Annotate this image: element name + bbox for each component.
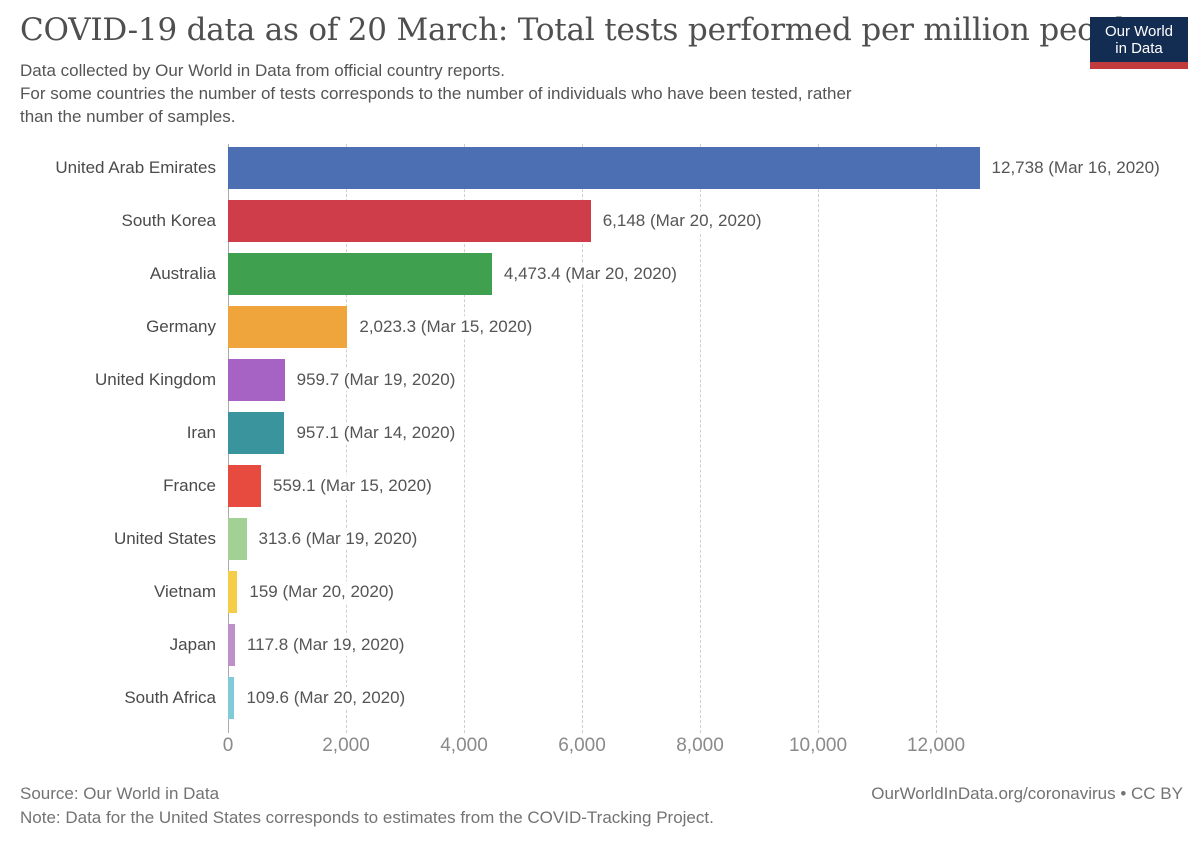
country-label: South Korea — [121, 211, 216, 230]
bar-chart-plot: United Arab Emirates 12,738 (Mar 16, 202… — [0, 144, 1200, 761]
value-label: 559.1 (Mar 15, 2020) — [269, 475, 435, 497]
gridline — [464, 144, 465, 733]
value-label: 4,473.4 (Mar 20, 2020) — [500, 263, 680, 285]
x-tick-label: 12,000 — [906, 735, 966, 756]
country-label: Australia — [149, 264, 216, 283]
owid-logo-line1: Our World — [1104, 23, 1174, 40]
value-label: 159 (Mar 20, 2020) — [246, 581, 397, 603]
value-label: 12,738 (Mar 16, 2020) — [988, 157, 1163, 179]
bar-row: Japan 117.8 (Mar 19, 2020) — [0, 624, 1200, 666]
bar-row: South Korea 6,148 (Mar 20, 2020) — [0, 200, 1200, 242]
gridline — [818, 144, 819, 733]
country-label: Japan — [169, 635, 216, 654]
x-tick-label: 6,000 — [558, 735, 606, 756]
value-label: 2,023.3 (Mar 15, 2020) — [356, 316, 536, 338]
owid-logo-red-stripe — [1090, 62, 1188, 69]
bar — [228, 253, 492, 295]
bar-row: United States 313.6 (Mar 19, 2020) — [0, 518, 1200, 560]
gridline — [700, 144, 701, 733]
note-text: Note: Data for the United States corresp… — [20, 808, 714, 827]
owid-logo-line2: in Data — [1115, 40, 1163, 57]
country-label: United Arab Emirates — [55, 158, 216, 177]
country-label: Vietnam — [153, 582, 216, 601]
x-tick-label: 4,000 — [440, 735, 488, 756]
country-label: United Kingdom — [95, 370, 216, 389]
bar-row: Iran 957.1 (Mar 14, 2020) — [0, 412, 1200, 454]
bar-rows: United Arab Emirates 12,738 (Mar 16, 202… — [0, 147, 1200, 719]
bar — [228, 147, 980, 189]
source-text: Source: Our World in Data — [20, 784, 220, 803]
x-axis: 0 2,000 4,000 6,000 8,000 10,000 12,000 — [223, 735, 1200, 761]
owid-logo: Our World in Data — [1090, 17, 1188, 69]
value-label: 313.6 (Mar 19, 2020) — [255, 528, 421, 550]
country-label: Germany — [146, 317, 216, 336]
bar — [228, 200, 591, 242]
value-label: 117.8 (Mar 19, 2020) — [243, 634, 408, 656]
x-tick-label: 2,000 — [322, 735, 370, 756]
bar — [228, 624, 235, 666]
x-tick-label: 0 — [222, 735, 234, 756]
chart-subtitle: Data collected by Our World in Data from… — [20, 59, 852, 128]
country-label: United States — [113, 529, 216, 548]
bar-row: Germany 2,023.3 (Mar 15, 2020) — [0, 306, 1200, 348]
subtitle-line-2: For some countries the number of tests c… — [20, 84, 852, 103]
bar-row: Vietnam 159 (Mar 20, 2020) — [0, 571, 1200, 613]
value-label: 6,148 (Mar 20, 2020) — [599, 210, 765, 232]
chart-title: COVID-19 data as of 20 March: Total test… — [20, 12, 1144, 48]
bar-row: United Arab Emirates 12,738 (Mar 16, 202… — [0, 147, 1200, 189]
value-label: 109.6 (Mar 20, 2020) — [243, 687, 409, 709]
country-label: Iran — [186, 423, 216, 442]
subtitle-line-1: Data collected by Our World in Data from… — [20, 61, 506, 80]
x-tick-label: 10,000 — [788, 735, 848, 756]
owid-logo-text: Our World in Data — [1090, 17, 1188, 62]
bar-row: South Africa 109.6 (Mar 20, 2020) — [0, 677, 1200, 719]
value-label: 957.1 (Mar 14, 2020) — [293, 422, 459, 444]
bar — [228, 465, 261, 507]
country-label: France — [163, 476, 216, 495]
gridline — [936, 144, 937, 733]
subtitle-line-3: than the number of samples. — [20, 107, 236, 126]
bar — [228, 571, 238, 613]
bar — [228, 359, 285, 401]
bar-row: Australia 4,473.4 (Mar 20, 2020) — [0, 253, 1200, 295]
gridline — [582, 144, 583, 733]
bar-row: France 559.1 (Mar 15, 2020) — [0, 465, 1200, 507]
bar — [228, 518, 247, 560]
bar — [228, 412, 285, 454]
bar — [228, 677, 235, 719]
credit-link-text: OurWorldInData.org/coronavirus • CC BY — [871, 784, 1183, 803]
bar — [228, 306, 348, 348]
country-label: South Africa — [124, 688, 216, 707]
value-label: 959.7 (Mar 19, 2020) — [293, 369, 459, 391]
bar-row: United Kingdom 959.7 (Mar 19, 2020) — [0, 359, 1200, 401]
x-tick-label: 8,000 — [676, 735, 724, 756]
